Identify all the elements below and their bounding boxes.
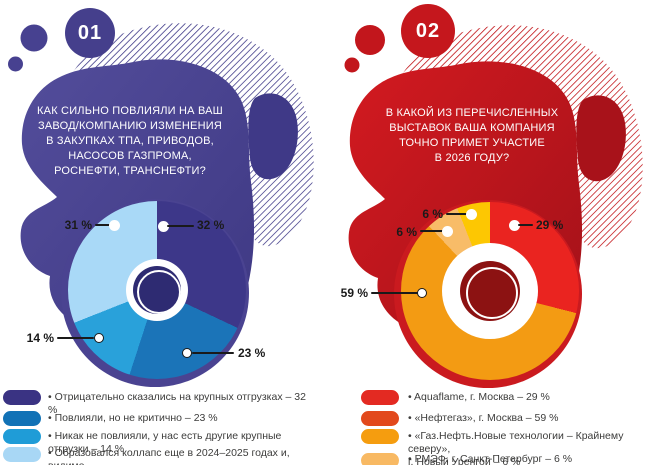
panel-question-2: 02 В КАКОЙ ИЗ ПЕРЕЧИСЛЕННЫХ ВЫСТАВОК ВАШ… — [325, 0, 650, 465]
donut-center-ring — [137, 270, 181, 314]
callout-line — [371, 292, 418, 294]
callout-line — [57, 337, 94, 339]
callout-line — [446, 213, 468, 215]
callout-marker — [182, 348, 192, 358]
callout-line — [518, 224, 533, 226]
legend-label: • «Газ.Нефть.Новые технологии – Крайнему… — [408, 430, 624, 465]
callout-marker — [417, 288, 427, 298]
legend-label: • «Нефтегаз», г. Москва – 59 % — [408, 412, 559, 424]
legend-label: • Образовался коллапс еще в 2024–2025 го… — [48, 447, 290, 465]
callout-marker — [442, 226, 453, 237]
percent-label: 32 % — [197, 218, 225, 232]
deco-dot-small — [344, 57, 360, 73]
deco-dot-medium — [355, 25, 385, 55]
percent-label: 29 % — [536, 218, 564, 232]
legend-label: • РМЭФ, г. Санкт-Петербург – 6 % — [408, 453, 573, 465]
badge-circle — [401, 4, 455, 58]
question-text: КАК СИЛЬНО ПОВЛИЯЛИ НА ВАШ ЗАВОД/КОМПАНИ… — [37, 105, 223, 177]
callout-line — [95, 224, 112, 226]
percent-label: 31 % — [64, 218, 92, 232]
deco-dot-medium — [20, 24, 48, 52]
kidney-blob — [576, 95, 626, 182]
percent-label: 6 % — [422, 207, 443, 221]
percent-label: 59 % — [340, 286, 368, 300]
badge-circle — [65, 8, 115, 58]
panel-number-badge: 01 — [77, 22, 103, 44]
callout-line — [167, 225, 194, 227]
legend-swatch — [361, 453, 399, 465]
callout-marker — [158, 221, 169, 232]
deco-dot-small — [8, 56, 23, 72]
question-text: В КАКОЙ ИЗ ПЕРЕЧИСЛЕННЫХ ВЫСТАВОК ВАША К… — [385, 107, 559, 164]
percent-label: 23 % — [238, 346, 266, 360]
legend-swatch — [3, 447, 41, 462]
callout-marker — [466, 209, 477, 220]
legend-swatch — [361, 411, 399, 426]
legend-swatch — [361, 390, 399, 405]
percent-label: 14 % — [26, 331, 54, 345]
callout-line — [192, 352, 234, 354]
callout-line — [420, 230, 444, 232]
legend-swatch — [3, 411, 41, 426]
legend-label: • Aquaflame, г. Москва – 29 % — [408, 391, 550, 403]
panel-number-badge: 02 — [415, 20, 441, 42]
legend-swatch — [361, 429, 399, 444]
callout-marker — [109, 220, 120, 231]
donut-center-ring — [466, 267, 518, 319]
legend-label: • Отрицательно сказались на крупных отгр… — [48, 391, 306, 416]
callout-marker — [94, 333, 104, 343]
panel-question-1: 01 КАК СИЛЬНО ПОВЛИЯЛИ НА ВАШ ЗАВОД/КОМП… — [3, 8, 314, 465]
legend-label: • Повлияли, но не критично – 23 % — [48, 412, 218, 424]
callout-marker — [509, 220, 520, 231]
kidney-blob — [248, 93, 298, 180]
legend-swatch — [3, 390, 41, 405]
legend-label: • Никак не повлияли, у нас есть другие к… — [48, 430, 282, 455]
percent-label: 6 % — [396, 225, 417, 239]
legend-swatch — [3, 429, 41, 444]
